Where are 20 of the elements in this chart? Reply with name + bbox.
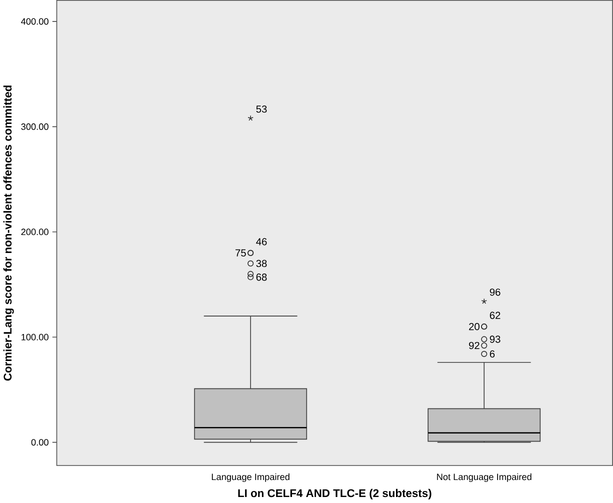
annotation: 75 (236, 250, 246, 257)
annotation: 62 (490, 312, 500, 320)
annotation: 92 (469, 342, 480, 350)
y-tick-label: 0.00 (31, 439, 48, 446)
annotation: 96 (490, 288, 500, 296)
annotation: 20 (469, 323, 480, 330)
annotation: 46 (256, 238, 267, 246)
annotation: 38 (256, 260, 267, 268)
x-tick-label: Language Impaired (212, 474, 290, 482)
x-axis-title: LI on CELF4 AND TLC-E (2 subtests) (238, 489, 432, 500)
annotation: 68 (256, 274, 267, 281)
y-tick-label: 200.00 (21, 228, 48, 236)
annotation: 93 (490, 336, 500, 343)
y-axis-title: Cormier-Lang score for non-violent offences committed (3, 86, 14, 381)
y-tick-label: 100.00 (22, 334, 48, 340)
y-tick-label: 400.00 (21, 18, 48, 25)
y-tick-label: 300.00 (21, 124, 48, 130)
annotation: 53 (256, 106, 267, 113)
x-tick-label: Not Language Impaired (437, 474, 532, 482)
annotation: 6 (490, 350, 495, 358)
